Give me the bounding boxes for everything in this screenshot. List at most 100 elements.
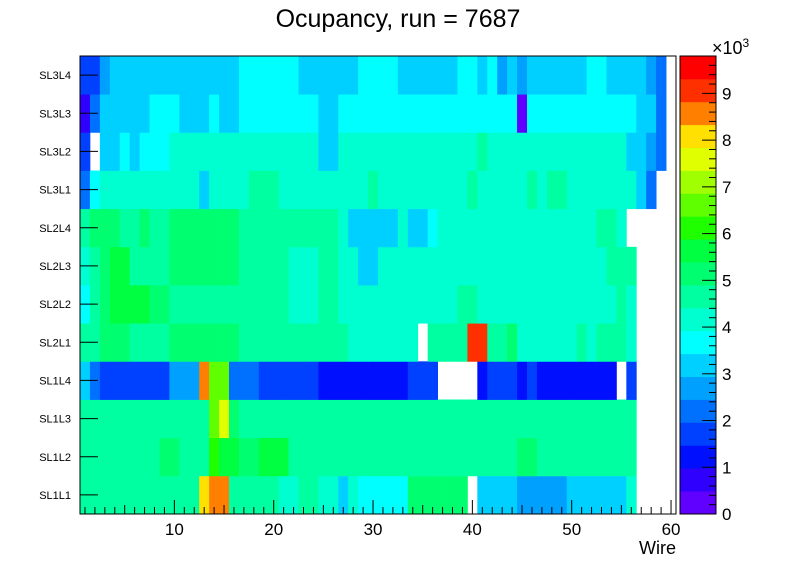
heatmap-cell: [626, 246, 637, 286]
palette-step: [680, 422, 716, 446]
heatmap-cell: [179, 437, 190, 477]
palette-step: [680, 216, 716, 240]
heatmap-cell: [159, 94, 170, 133]
heatmap-cell: [338, 323, 349, 362]
heatmap-cell: [268, 56, 280, 95]
z-tick-label: 7: [722, 178, 731, 197]
y-tick-label: SL3L2: [39, 146, 71, 158]
heatmap-cell: [596, 285, 607, 324]
z-tick-label: 9: [722, 84, 731, 103]
heatmap-cell: [407, 94, 419, 133]
heatmap-cell: [338, 361, 349, 400]
x-tick-label: 30: [364, 520, 383, 539]
heatmap-cell: [358, 475, 369, 515]
heatmap-cell: [507, 361, 518, 400]
y-tick-label: SL2L1: [39, 337, 71, 349]
heatmap-cell: [368, 285, 379, 324]
heatmap-cell: [139, 361, 150, 400]
heatmap-cell: [149, 132, 160, 171]
heatmap-cell: [646, 170, 657, 210]
heatmap-cell: [656, 94, 667, 133]
heatmap-cell: [288, 56, 299, 95]
heatmap-cell: [596, 399, 607, 439]
heatmap-cell: [248, 94, 260, 133]
heatmap-cell: [318, 361, 329, 400]
heatmap-cell: [586, 361, 597, 400]
heatmap-cell: [179, 246, 190, 286]
heatmap-cell: [288, 323, 299, 362]
heatmap-cell: [586, 170, 597, 210]
heatmap-cell: [258, 246, 270, 286]
heatmap-cell: [387, 208, 399, 248]
heatmap-cell: [536, 475, 548, 515]
heatmap-cell: [99, 361, 111, 400]
x-axis: 10 20 30 40 50 60: [84, 500, 680, 539]
heatmap-cell: [407, 208, 419, 248]
heatmap-cell: [149, 285, 160, 324]
heatmap-cell: [566, 94, 578, 133]
heatmap-cell: [407, 132, 419, 171]
heatmap-cell: [527, 94, 538, 133]
heatmap-cell: [238, 132, 250, 171]
heatmap-cell: [546, 94, 558, 133]
heatmap-cell: [229, 399, 240, 439]
heatmap-cell: [109, 475, 121, 515]
palette-step: [680, 399, 716, 423]
heatmap-cell: [179, 56, 190, 95]
heatmap-cell: [447, 246, 458, 286]
heatmap-cell: [248, 132, 260, 171]
heatmap-cell: [238, 399, 250, 439]
heatmap-cell: [447, 170, 458, 210]
heatmap-cell: [646, 94, 657, 133]
heatmap-cell: [626, 132, 637, 171]
heatmap-cell: [556, 285, 568, 324]
heatmap-cell: [358, 208, 369, 248]
heatmap-cell: [99, 437, 111, 477]
heatmap-cell: [109, 94, 121, 133]
heatmap-cell: [278, 94, 289, 133]
heatmap-cell: [616, 94, 627, 133]
heatmap-cell: [536, 56, 548, 95]
heatmap-cell: [159, 208, 170, 248]
y-tick-label: SL2L2: [39, 299, 71, 311]
heatmap-cell: [378, 475, 389, 515]
heatmap-cell: [576, 170, 587, 210]
heatmap-cell: [99, 170, 111, 210]
heatmap-cell: [457, 132, 468, 171]
heatmap-cell: [457, 208, 468, 248]
heatmap-cell: [109, 56, 121, 95]
heatmap-cell: [397, 399, 409, 439]
heatmap-cell: [199, 361, 210, 400]
heatmap-cell: [338, 399, 349, 439]
heatmap-cell: [358, 246, 369, 286]
heatmap-cell: [387, 323, 399, 362]
heatmap-cell: [566, 246, 578, 286]
heatmap-cell: [209, 437, 220, 477]
heatmap-cell: [467, 170, 478, 210]
heatmap-cell: [179, 323, 190, 362]
heatmap-cell: [378, 132, 389, 171]
heatmap-cell: [348, 399, 359, 439]
heatmap-cell: [368, 246, 379, 286]
heatmap-cell: [169, 399, 180, 439]
heatmap-cell: [417, 170, 429, 210]
heatmap-cell: [288, 208, 299, 248]
heatmap-cell: [129, 208, 140, 248]
heatmap-cell: [129, 246, 140, 286]
heatmap-cell: [387, 475, 399, 515]
heatmap-cell: [397, 475, 409, 515]
heatmap-cell: [497, 399, 508, 439]
heatmap-cell: [576, 285, 587, 324]
heatmap-cell: [258, 170, 270, 210]
heatmap-cell: [437, 208, 448, 248]
heatmap-cell: [556, 475, 568, 515]
heatmap-cell: [457, 399, 468, 439]
heatmap-cell: [487, 437, 498, 477]
heatmap-cell: [179, 285, 190, 324]
heatmap-cell: [596, 323, 607, 362]
heatmap-cell: [119, 475, 131, 515]
heatmap-cell: [229, 132, 240, 171]
heatmap-cell: [447, 399, 458, 439]
heatmap-cell: [368, 170, 379, 210]
heatmap-cell: [129, 285, 140, 324]
